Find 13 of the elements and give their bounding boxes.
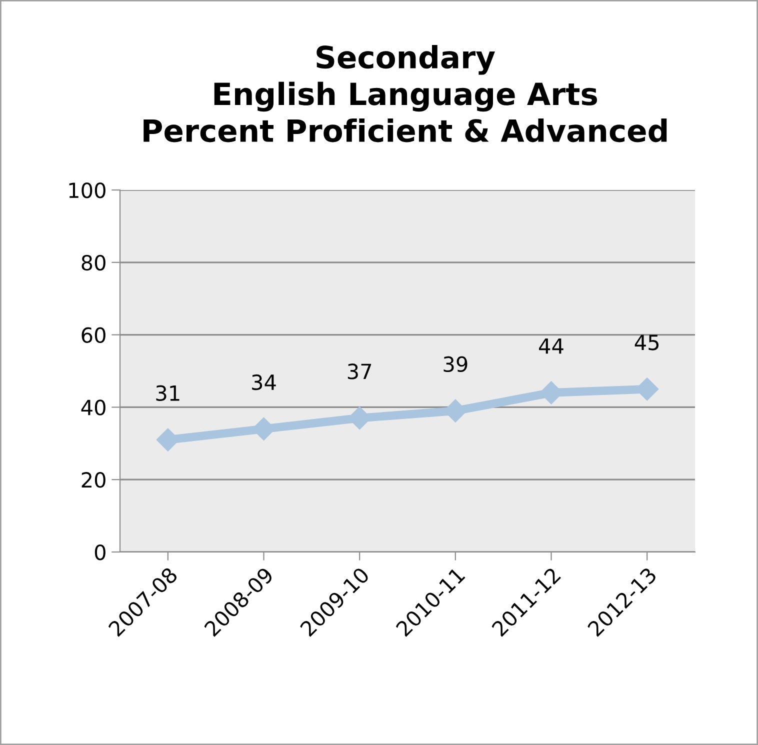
y-tick-label: 80 xyxy=(82,254,106,271)
y-tick-label: 20 xyxy=(82,472,106,488)
y-tick-label: 60 xyxy=(82,327,106,344)
data-label: 39 xyxy=(444,356,468,372)
y-tick-label: 0 xyxy=(94,544,106,560)
data-label: 34 xyxy=(252,374,276,390)
data-label: 45 xyxy=(634,334,659,350)
data-label: 37 xyxy=(348,364,372,380)
y-tick-label: 40 xyxy=(81,400,106,416)
chart-title: Secondary English Language Arts Percent Proficient & Advanced xyxy=(144,45,667,142)
data-label: 44 xyxy=(539,338,564,354)
data-label: 31 xyxy=(156,385,180,402)
y-tick-label: 100 xyxy=(69,182,106,198)
